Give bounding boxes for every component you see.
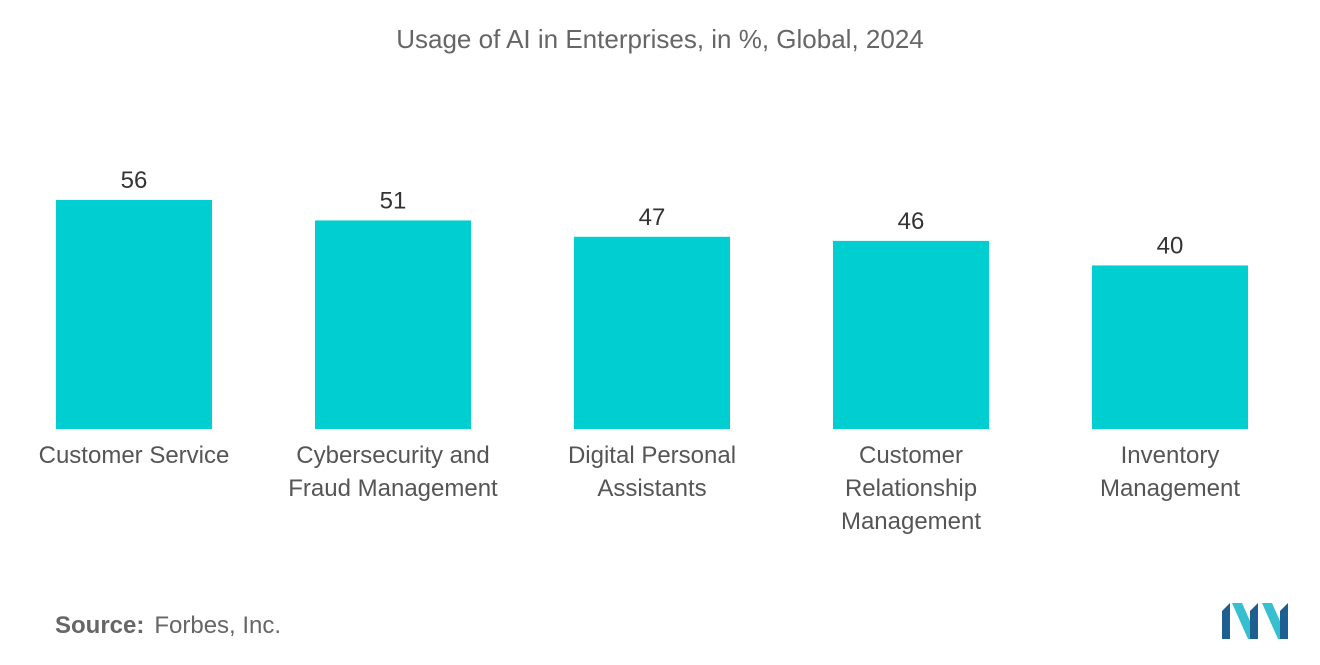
bar-2	[574, 236, 730, 429]
category-label-1: Cybersecurity and Fraud Management	[288, 442, 498, 502]
data-label-0: 56	[121, 167, 148, 194]
source-text: Forbes, Inc.	[154, 612, 282, 639]
category-label-3: Customer Relationship Management	[841, 442, 981, 535]
data-label-1: 51	[380, 187, 407, 214]
bar-chart: 56 Customer Service 51 Cybersecurity and Fra…	[39, 167, 1248, 535]
category-label-0: Customer Service	[39, 442, 230, 469]
source-note: Source: Forbes, Inc.	[55, 612, 281, 640]
bar-3	[833, 240, 989, 429]
bar-0	[56, 200, 212, 429]
category-label-2: Digital Personal Assistants	[568, 442, 736, 502]
bar-1	[315, 220, 471, 429]
chart-title: Usage of AI in Enterprises, in %, Global…	[396, 24, 924, 54]
data-label-2: 47	[639, 204, 666, 231]
mordor-intelligence-logo-icon	[1222, 603, 1288, 639]
category-label-4: Inventory Management	[1100, 442, 1240, 502]
data-label-3: 46	[898, 208, 925, 235]
source-label: Source:	[55, 612, 145, 639]
data-label-4: 40	[1157, 232, 1184, 259]
bar-4	[1092, 265, 1248, 429]
